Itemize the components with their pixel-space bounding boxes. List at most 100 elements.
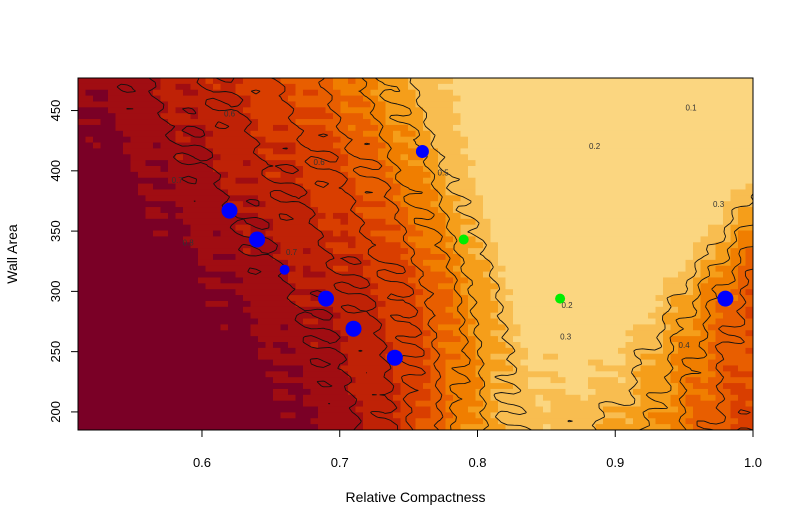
heatmap-cell bbox=[93, 424, 102, 430]
heatmap-cell bbox=[580, 347, 589, 355]
heatmap-cell bbox=[670, 89, 679, 97]
heatmap-cell bbox=[490, 101, 499, 108]
heatmap-cell bbox=[175, 89, 184, 97]
heatmap-cell bbox=[475, 78, 484, 85]
heatmap-cell bbox=[400, 306, 409, 314]
heatmap-cell bbox=[220, 400, 229, 408]
heatmap-cell bbox=[408, 101, 417, 108]
heatmap-cell bbox=[273, 236, 282, 243]
heatmap-cell bbox=[235, 95, 244, 103]
heatmap-cell bbox=[205, 259, 214, 267]
heatmap-cell bbox=[325, 254, 334, 261]
heatmap-cell bbox=[573, 119, 582, 126]
heatmap-cell bbox=[265, 177, 274, 185]
heatmap-cell bbox=[310, 424, 319, 430]
heatmap-cell bbox=[205, 101, 214, 108]
heatmap-cell bbox=[430, 265, 439, 273]
heatmap-cell bbox=[325, 101, 334, 108]
heatmap-cell bbox=[220, 171, 229, 179]
heatmap-cell bbox=[138, 383, 147, 390]
heatmap-cell bbox=[310, 107, 319, 114]
heatmap-cell bbox=[355, 336, 364, 343]
heatmap-cell bbox=[93, 130, 102, 138]
heatmap-cell bbox=[543, 218, 552, 226]
heatmap-cell bbox=[580, 406, 589, 413]
heatmap-cell bbox=[588, 119, 597, 126]
heatmap-cell bbox=[678, 406, 687, 413]
heatmap-cell bbox=[415, 371, 424, 378]
heatmap-cell bbox=[205, 330, 214, 337]
heatmap-cell bbox=[573, 183, 582, 191]
heatmap-cell bbox=[648, 424, 657, 430]
heatmap-cell bbox=[363, 142, 372, 149]
heatmap-cell bbox=[603, 312, 612, 320]
heatmap-cell bbox=[213, 124, 222, 132]
heatmap-cell bbox=[138, 130, 147, 138]
heatmap-cell bbox=[355, 89, 364, 97]
heatmap-cell bbox=[228, 230, 237, 237]
heatmap-cell bbox=[535, 113, 544, 120]
heatmap-cell bbox=[453, 107, 462, 114]
heatmap-cell bbox=[78, 324, 87, 331]
heatmap-cell bbox=[693, 160, 702, 167]
heatmap-cell bbox=[483, 330, 492, 337]
heatmap-cell bbox=[145, 394, 154, 402]
heatmap-cell bbox=[528, 254, 537, 261]
heatmap-cell bbox=[415, 236, 424, 243]
heatmap-cell bbox=[438, 400, 447, 408]
heatmap-cell bbox=[453, 113, 462, 120]
heatmap-cell bbox=[430, 230, 439, 237]
heatmap-cell bbox=[423, 412, 432, 419]
heatmap-cell bbox=[588, 171, 597, 179]
heatmap-cell bbox=[453, 306, 462, 314]
heatmap-cell bbox=[168, 95, 177, 103]
heatmap-cell bbox=[490, 353, 499, 361]
heatmap-cell bbox=[220, 248, 229, 255]
heatmap-cell bbox=[535, 347, 544, 355]
heatmap-cell bbox=[190, 142, 199, 149]
heatmap-cell bbox=[303, 119, 312, 126]
heatmap-cell bbox=[160, 130, 169, 138]
heatmap-cell bbox=[153, 171, 162, 179]
heatmap-cell bbox=[625, 101, 634, 108]
heatmap-cell bbox=[610, 119, 619, 126]
heatmap-cell bbox=[625, 271, 634, 279]
heatmap-cell bbox=[588, 136, 597, 144]
heatmap-cell bbox=[228, 283, 237, 290]
heatmap-cell bbox=[648, 300, 657, 308]
heatmap-cell bbox=[678, 400, 687, 408]
heatmap-cell bbox=[385, 189, 394, 196]
heatmap-cell bbox=[168, 254, 177, 261]
heatmap-cell bbox=[205, 224, 214, 232]
heatmap-cell bbox=[183, 183, 192, 191]
heatmap-cell bbox=[115, 330, 124, 337]
heatmap-cell bbox=[558, 177, 567, 185]
heatmap-cell bbox=[468, 353, 477, 361]
heatmap-cell bbox=[123, 388, 132, 396]
heatmap-cell bbox=[393, 312, 402, 320]
heatmap-cell bbox=[288, 189, 297, 196]
heatmap-cell bbox=[438, 318, 447, 325]
heatmap-cell bbox=[123, 136, 132, 144]
heatmap-cell bbox=[550, 183, 559, 191]
heatmap-cell bbox=[603, 130, 612, 138]
heatmap-cell bbox=[198, 289, 207, 296]
heatmap-cell bbox=[235, 189, 244, 196]
heatmap-cell bbox=[78, 295, 87, 302]
heatmap-cell bbox=[333, 400, 342, 408]
heatmap-cell bbox=[498, 212, 507, 220]
heatmap-cell bbox=[468, 388, 477, 396]
heatmap-cell bbox=[333, 201, 342, 208]
heatmap-cell bbox=[640, 183, 649, 191]
heatmap-cell bbox=[468, 142, 477, 149]
heatmap-cell bbox=[505, 218, 514, 226]
heatmap-cell bbox=[288, 318, 297, 325]
heatmap-cell bbox=[498, 195, 507, 202]
heatmap-cell bbox=[318, 365, 327, 372]
heatmap-cell bbox=[370, 83, 379, 91]
heatmap-cell bbox=[415, 277, 424, 284]
heatmap-cell bbox=[318, 177, 327, 185]
heatmap-cell bbox=[378, 160, 387, 167]
heatmap-cell bbox=[505, 365, 514, 372]
heatmap-cell bbox=[693, 130, 702, 138]
